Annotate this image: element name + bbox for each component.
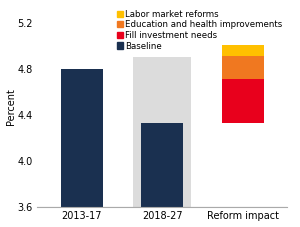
Legend: Labor market reforms, Education and health improvements, Fill investment needs, : Labor market reforms, Education and heal…	[116, 10, 282, 51]
Bar	[222, 56, 264, 79]
Bar	[141, 123, 183, 207]
Bar	[222, 45, 264, 56]
Y-axis label: Percent: Percent	[6, 88, 16, 124]
Bar	[61, 69, 103, 207]
Bar	[222, 79, 264, 123]
Bar	[133, 57, 191, 207]
